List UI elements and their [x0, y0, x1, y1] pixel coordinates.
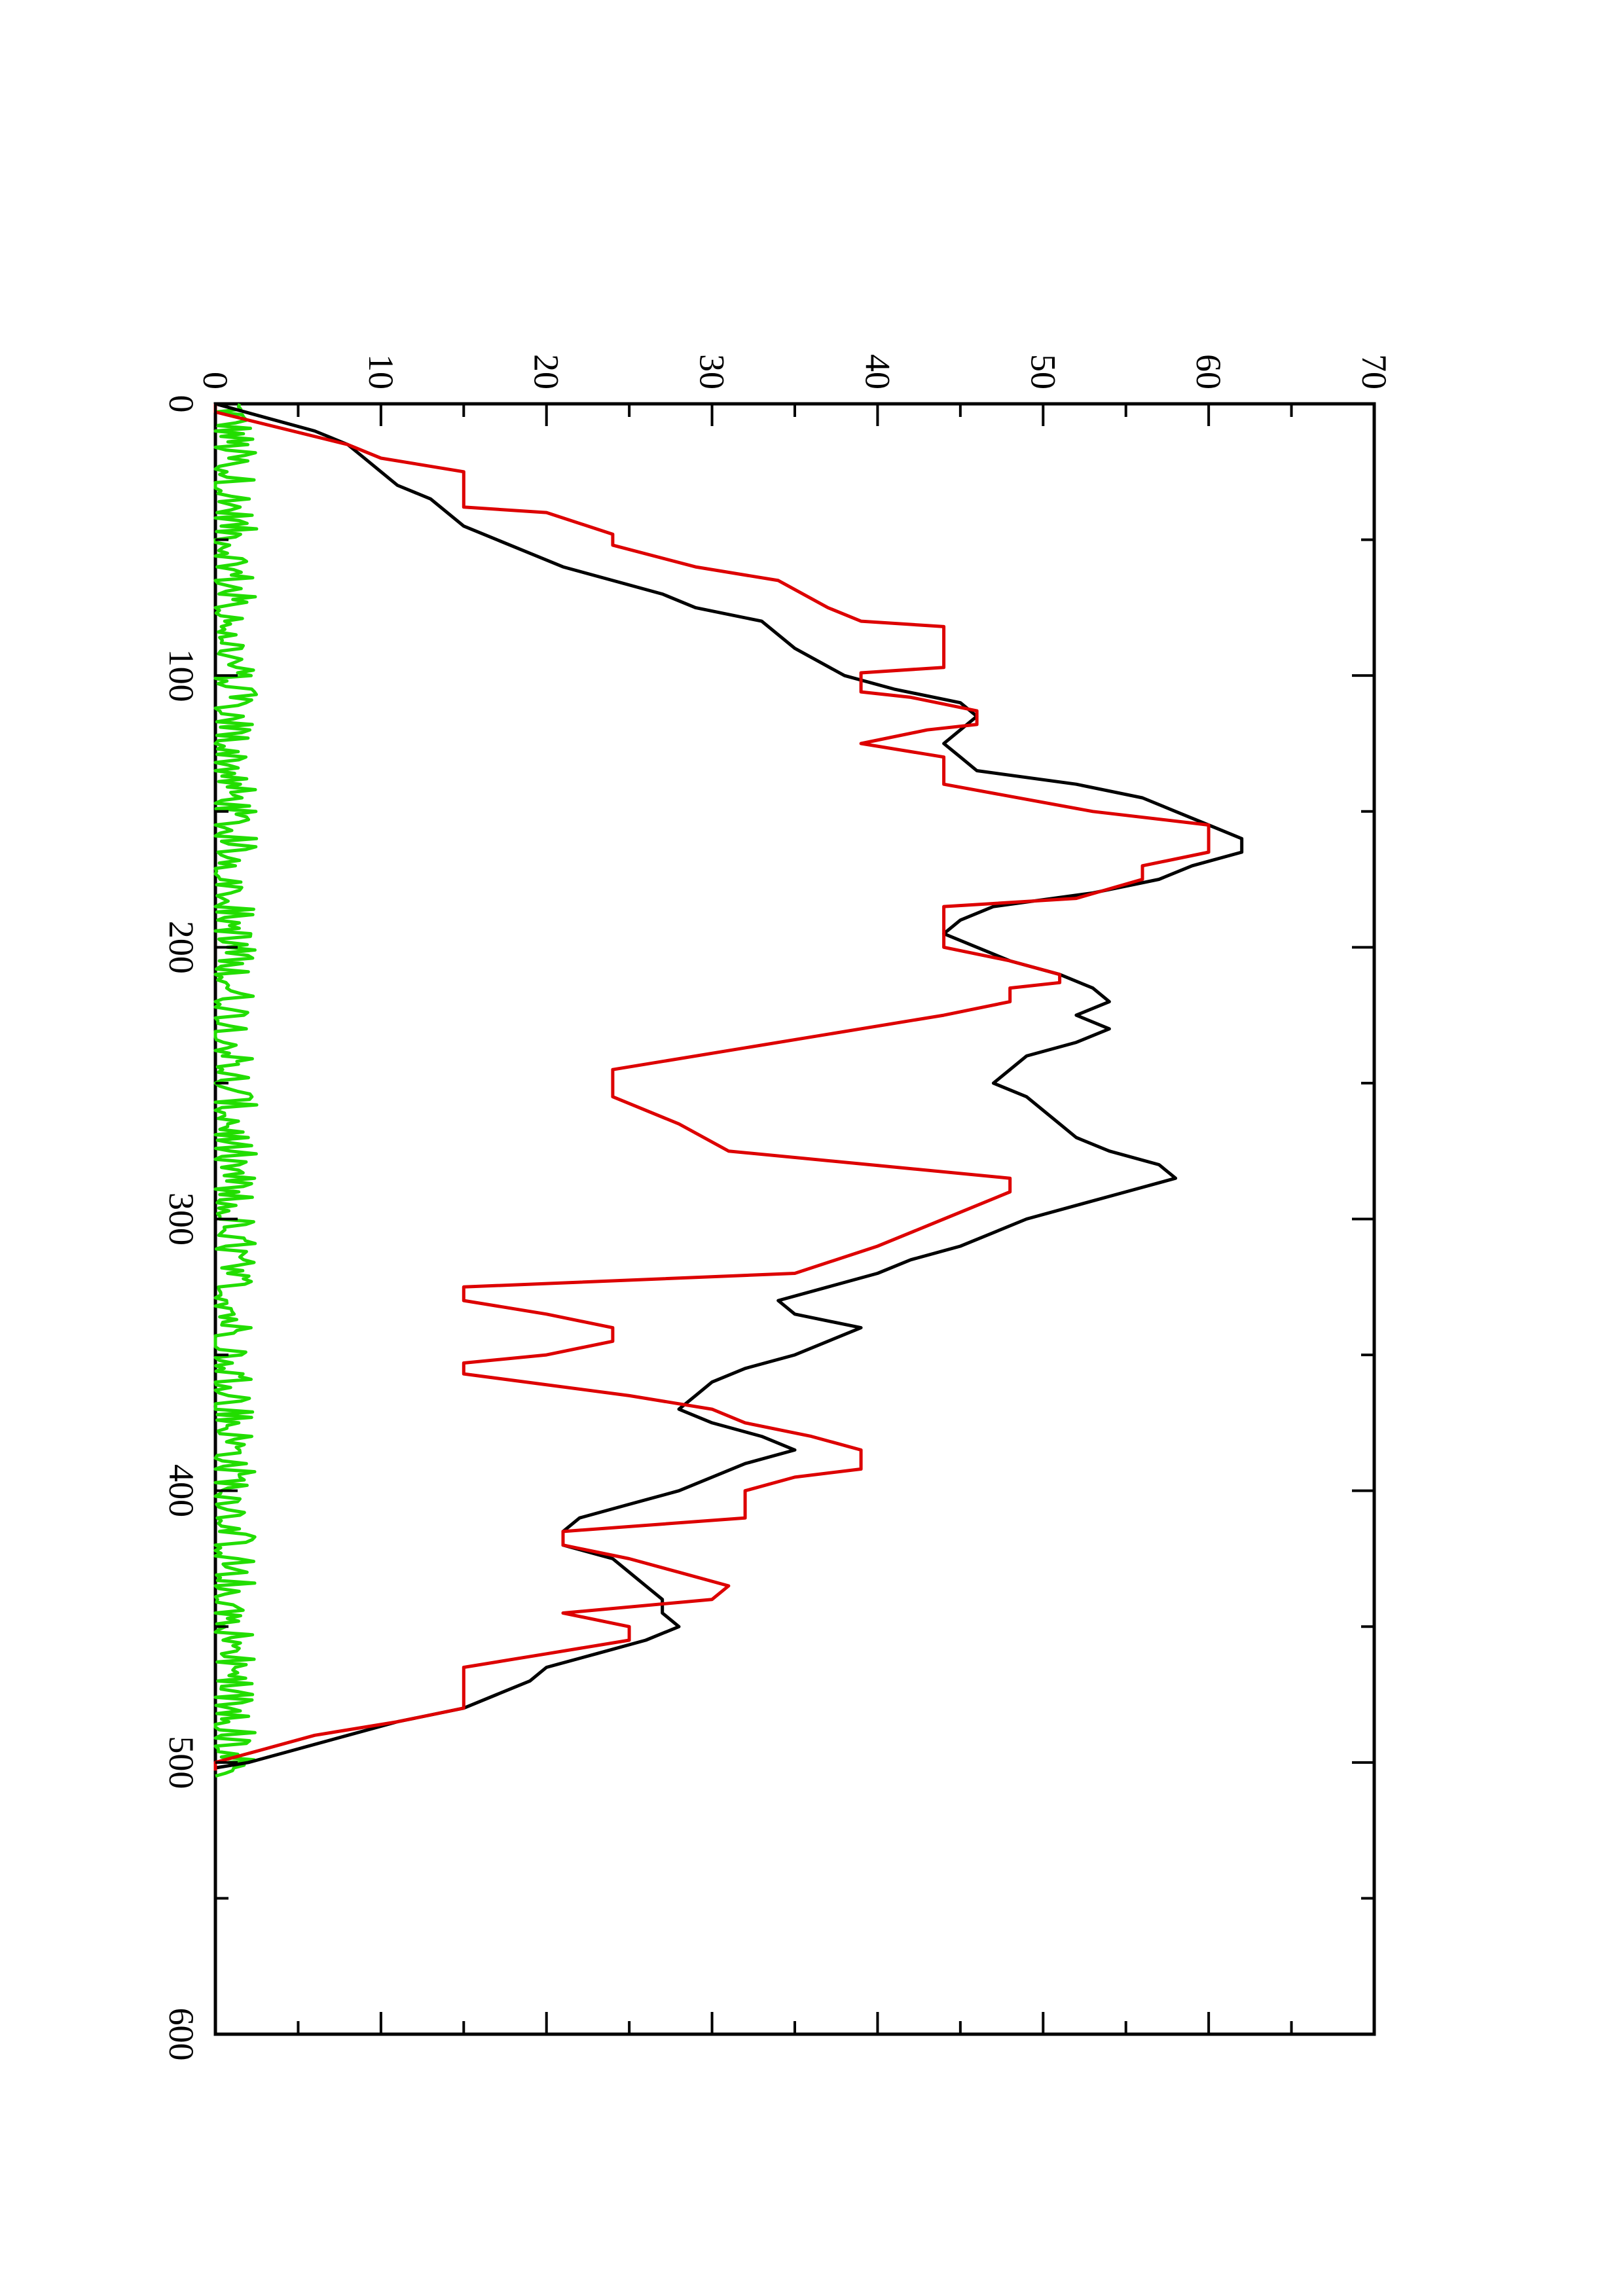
x-tick-label: 100 — [162, 649, 201, 702]
ticks-layer — [214, 403, 1376, 2036]
series-line-2 — [213, 403, 259, 1778]
y-tick-label: 20 — [527, 354, 566, 389]
y-tick-label: 0 — [196, 372, 235, 389]
x-tick-label: 500 — [162, 1736, 201, 1789]
y-tick-label: 50 — [1023, 354, 1063, 389]
y-tick-label: 40 — [858, 354, 897, 389]
y-tick-label: 10 — [361, 354, 401, 389]
x-tick-label: 300 — [162, 1193, 201, 1246]
series-layer — [213, 402, 1244, 1778]
x-tick-label: 600 — [162, 2008, 201, 2061]
labels-layer: 0 100 200 300 400 500 600 0 10 20 30 40 50 60 70 — [162, 354, 1394, 2061]
rotated-plot-group: 0 100 200 300 400 500 600 0 10 20 30 40 50 60 70 — [162, 354, 1394, 2061]
y-tick-label: 30 — [693, 354, 732, 389]
series-line-1 — [213, 404, 1211, 1771]
series-line-0 — [215, 402, 1244, 1770]
y-tick-label: 60 — [1189, 354, 1228, 389]
x-tick-label: 200 — [162, 921, 201, 974]
x-tick-label: 400 — [162, 1464, 201, 1517]
y-tick-label: 70 — [1355, 354, 1394, 389]
x-tick-label: 0 — [162, 395, 201, 413]
